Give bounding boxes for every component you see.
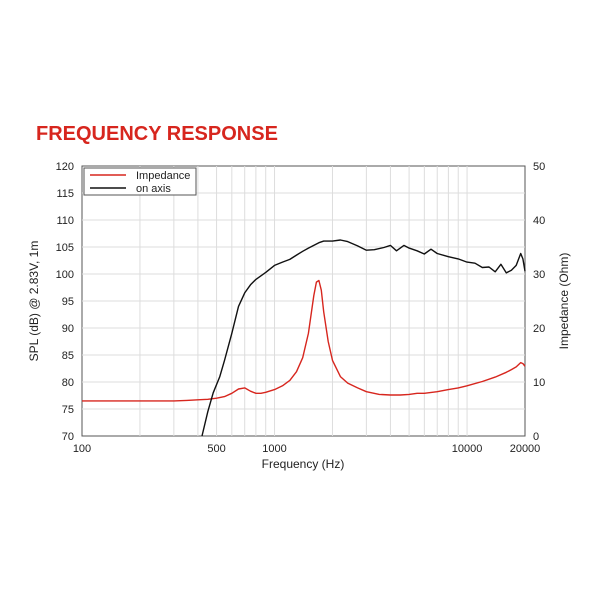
y-axis-right-title: Impedance (Ohm) (557, 253, 571, 350)
y-right-tick-label: 20 (533, 323, 545, 335)
y-left-tick-label: 90 (62, 323, 74, 335)
y-left-tick-label: 85 (62, 350, 74, 362)
y-right-tick-label: 50 (533, 161, 545, 173)
y-left-tick-label: 70 (62, 431, 74, 443)
y-left-tick-label: 75 (62, 404, 74, 416)
y-left-tick-label: 80 (62, 377, 74, 389)
y-axis-left-title: SPL (dB) @ 2.83V, 1m (27, 241, 41, 362)
x-tick-label: 10000 (452, 443, 483, 455)
y-left-tick-label: 105 (56, 242, 74, 254)
grid (82, 166, 525, 436)
y-left-tick-label: 115 (56, 188, 74, 200)
y-left-tick-label: 110 (56, 215, 74, 227)
y-right-tick-label: 40 (533, 215, 545, 227)
series-line-impedance (82, 279, 526, 402)
axis-ticks: 100 500 1000 10000 2000070758085909510010511… (56, 161, 546, 455)
x-tick-label: 100 (73, 443, 91, 455)
legend-label-on-axis: on axis (136, 183, 171, 195)
y-right-tick-label: 0 (533, 431, 539, 443)
y-left-tick-label: 100 (56, 269, 74, 281)
y-left-tick-label: 95 (62, 296, 74, 308)
series-lines (82, 239, 526, 437)
legend-label-impedance: Impedance (136, 170, 190, 182)
x-axis-title: Frequency (Hz) (262, 457, 345, 471)
x-tick-label: 500 (207, 443, 225, 455)
chart-heading: FREQUENCY RESPONSE (36, 123, 278, 145)
x-tick-label: 20000 (510, 443, 541, 455)
x-tick-label: 1000 (262, 443, 286, 455)
y-left-tick-label: 120 (56, 161, 74, 173)
y-right-tick-label: 10 (533, 377, 545, 389)
legend: Impedance on axis (83, 167, 197, 196)
legend-box (83, 167, 197, 196)
y-right-tick-label: 30 (533, 269, 545, 281)
series-line-on-axis (201, 239, 526, 437)
